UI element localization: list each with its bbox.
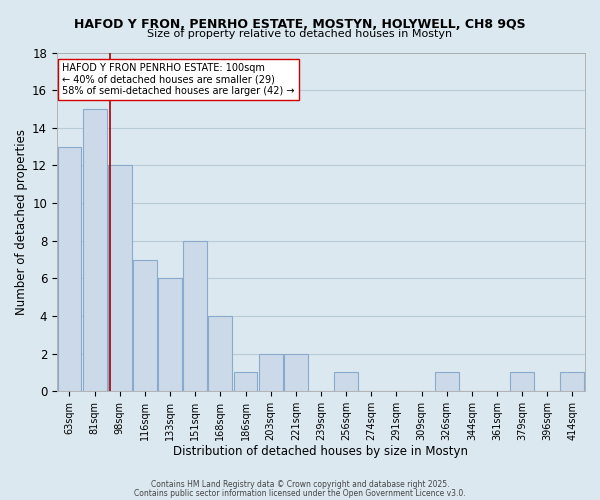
Text: HAFOD Y FRON PENRHO ESTATE: 100sqm
← 40% of detached houses are smaller (29)
58%: HAFOD Y FRON PENRHO ESTATE: 100sqm ← 40%… (62, 62, 295, 96)
Text: HAFOD Y FRON, PENRHO ESTATE, MOSTYN, HOLYWELL, CH8 9QS: HAFOD Y FRON, PENRHO ESTATE, MOSTYN, HOL… (74, 18, 526, 30)
Text: Contains public sector information licensed under the Open Government Licence v3: Contains public sector information licen… (134, 488, 466, 498)
Bar (133, 260, 157, 391)
Bar (108, 166, 132, 391)
Y-axis label: Number of detached properties: Number of detached properties (15, 129, 28, 315)
Bar (284, 354, 308, 391)
Bar (233, 372, 257, 391)
Text: Contains HM Land Registry data © Crown copyright and database right 2025.: Contains HM Land Registry data © Crown c… (151, 480, 449, 489)
Bar (435, 372, 458, 391)
X-axis label: Distribution of detached houses by size in Mostyn: Distribution of detached houses by size … (173, 444, 469, 458)
Bar (259, 354, 283, 391)
Bar (510, 372, 534, 391)
Text: Size of property relative to detached houses in Mostyn: Size of property relative to detached ho… (148, 29, 452, 39)
Bar (560, 372, 584, 391)
Bar (208, 316, 232, 391)
Bar (183, 240, 207, 391)
Bar (83, 109, 107, 391)
Bar (58, 146, 82, 391)
Bar (158, 278, 182, 391)
Bar (334, 372, 358, 391)
